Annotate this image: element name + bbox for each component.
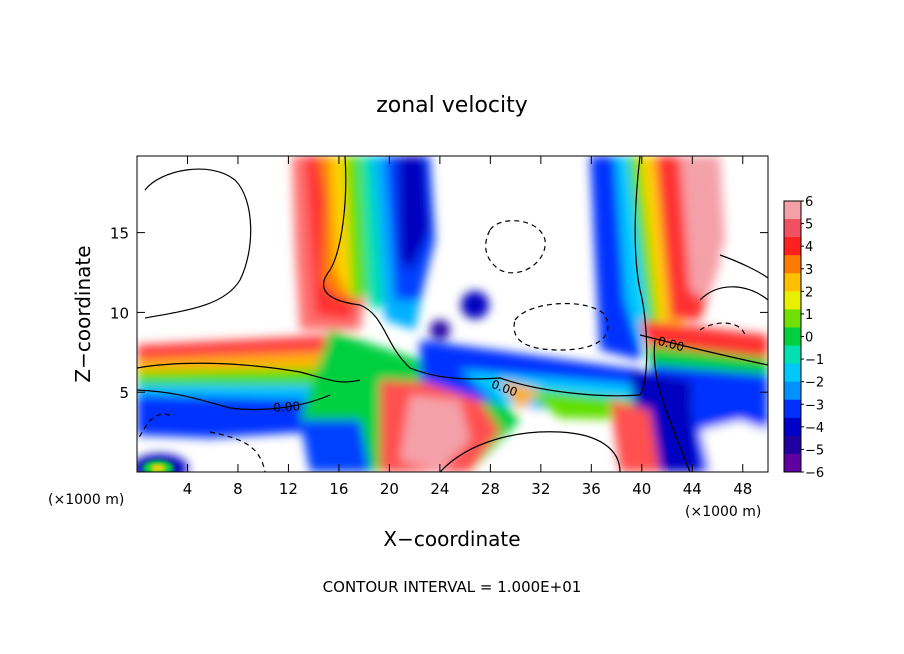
x-tick-label: 4: [183, 480, 193, 498]
colorbar-tick-label: 0: [805, 331, 813, 346]
colorbar-swatch: [784, 309, 801, 328]
colorbar-swatch: [784, 453, 801, 473]
colorbar-swatch: [784, 255, 801, 274]
colorbar-swatch: [784, 417, 801, 437]
colorbar-swatch: [784, 273, 801, 292]
x-tick-label: 8: [233, 480, 243, 498]
x-axis-label: X−coordinate: [383, 527, 520, 551]
y-tick-label: 10: [110, 304, 129, 322]
x-tick-label: 32: [531, 480, 550, 498]
x-unit-right: (×1000 m): [685, 504, 761, 520]
x-axis: 4 8 12 16 20 24 28 32 36 40 44 48: [183, 156, 752, 498]
chart-title: zonal velocity: [376, 93, 528, 118]
colorbar-tick-label: −2: [805, 376, 824, 391]
colorbar-swatch: [784, 363, 801, 383]
colorbar-tick-label: 1: [805, 308, 813, 323]
contour-label: 0.00: [656, 334, 685, 354]
x-tick-label: 12: [279, 480, 298, 498]
colorbar-tick-label: −1: [805, 353, 824, 368]
colorbar-tick-label: −3: [805, 398, 824, 413]
colorbar-tick-label: 5: [805, 218, 813, 233]
colorbar-tick-label: −6: [805, 466, 824, 481]
colorbar-swatch: [784, 201, 801, 220]
colorbar-swatch: [784, 327, 801, 347]
plot-frame: [136, 155, 769, 473]
colorbar-swatch: [784, 435, 801, 455]
contour-interval-note: CONTOUR INTERVAL = 1.000E+01: [323, 578, 582, 596]
x-tick-label: 24: [430, 480, 449, 498]
colorbar-tick-label: 6: [805, 195, 813, 210]
colorbar-swatch: [784, 381, 801, 401]
x-unit-left: (×1000 m): [48, 492, 124, 508]
y-tick-label: 5: [119, 384, 129, 402]
colorbar-tick-label: −4: [805, 421, 824, 436]
y-tick-label: 15: [110, 225, 129, 243]
colorbar-swatch: [784, 345, 801, 365]
colorbar-swatch: [784, 399, 801, 419]
colorbar: 6 5 4 3 2 1 0 −1 −2 −3 −4 −5 −6: [783, 195, 824, 481]
x-tick-label: 40: [632, 480, 651, 498]
y-axis-label: Z−coordinate: [71, 245, 95, 382]
x-tick-label: 20: [380, 480, 399, 498]
colorbar-tick-label: 3: [805, 263, 813, 278]
colorbar-swatch: [784, 237, 801, 256]
colorbar-swatch: [784, 219, 801, 238]
contour-label: 0.00: [273, 399, 301, 415]
x-tick-label: 28: [481, 480, 500, 498]
y-axis: 5 10 15: [110, 225, 768, 402]
x-tick-label: 36: [582, 480, 601, 498]
colorbar-tick-label: 2: [805, 285, 813, 300]
x-tick-label: 48: [733, 480, 752, 498]
colorbar-tick-label: −5: [805, 443, 824, 458]
contour-lines: [137, 156, 768, 472]
colorbar-swatch: [784, 291, 801, 310]
colorbar-tick-label: 4: [805, 240, 813, 255]
x-tick-label: 16: [329, 480, 348, 498]
x-tick-label: 44: [683, 480, 702, 498]
heatmap-field: [137, 156, 768, 472]
